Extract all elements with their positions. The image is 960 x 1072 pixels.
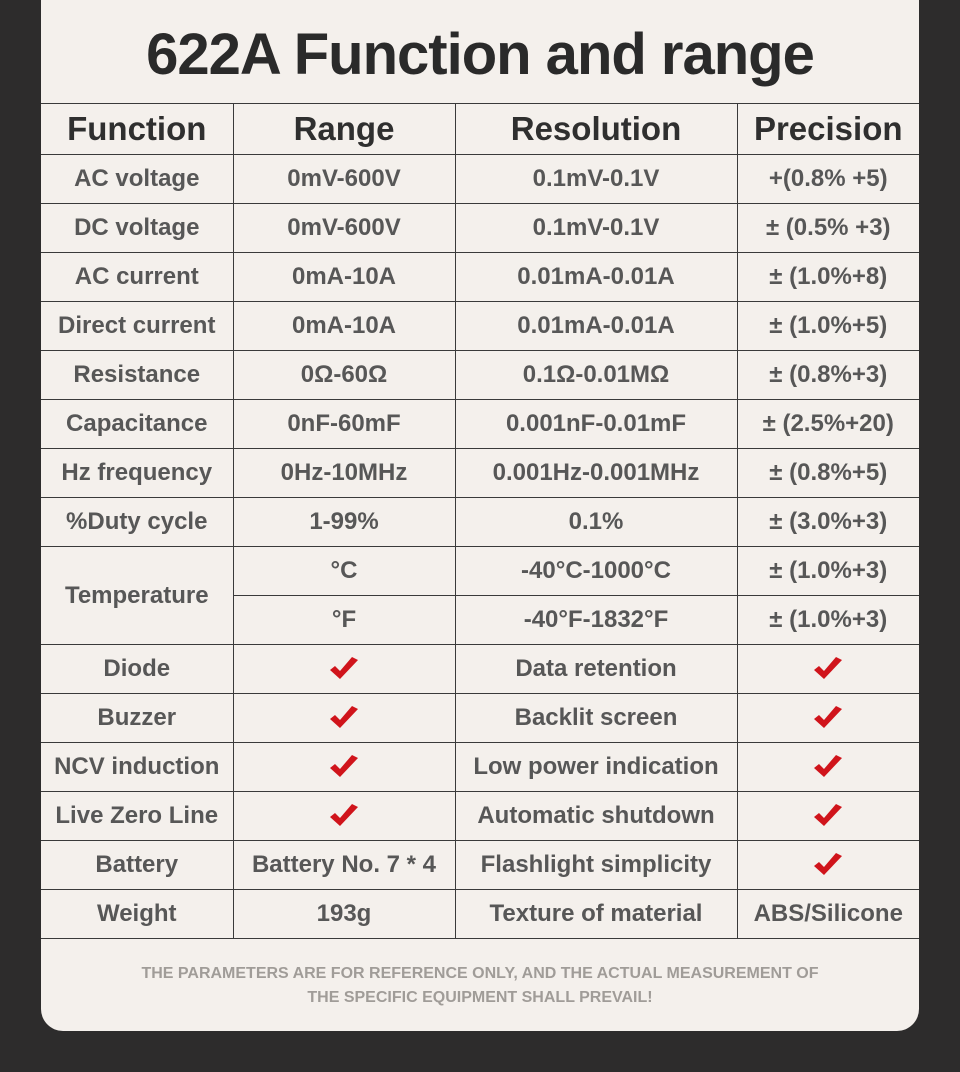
function-cell: AC voltage: [41, 154, 234, 204]
range-cell: 0nF-60mF: [232, 399, 456, 449]
feature-check-cell: [232, 644, 456, 694]
disclaimer-note: THE PARAMETERS ARE FOR REFERENCE ONLY, A…: [71, 962, 889, 1010]
feature-label: NCV induction: [41, 742, 234, 792]
check-icon: [330, 803, 358, 826]
weight-value: 193g: [232, 889, 456, 939]
function-cell: Resistance: [41, 350, 234, 400]
check-icon: [814, 656, 843, 679]
table-row: Direct current 0mA-10A 0.01mA-0.01A ± (1…: [41, 301, 919, 351]
resolution-cell: -40°F-1832°F: [454, 595, 738, 645]
precision-cell: ± (1.0%+3): [736, 595, 919, 645]
check-icon: [814, 754, 843, 777]
disclaimer-line: THE SPECIFIC EQUIPMENT SHALL PREVAIL!: [307, 989, 653, 1006]
range-cell: °C: [232, 546, 456, 596]
spec-card: 622A Function and range Function Range R…: [41, 0, 919, 1031]
feature-check-cell: [232, 742, 456, 792]
feature-row: Live Zero Line Automatic shutdown: [41, 791, 919, 841]
check-icon: [814, 705, 843, 728]
feature-label: Low power indication: [454, 742, 738, 792]
check-icon: [814, 852, 843, 875]
resolution-cell: 0.1%: [454, 497, 738, 547]
function-cell-temperature: Temperature: [41, 546, 234, 645]
precision-cell: ± (1.0%+3): [736, 546, 919, 596]
battery-label: Battery: [41, 840, 234, 890]
table-row: DC voltage 0mV-600V 0.1mV-0.1V ± (0.5% +…: [41, 203, 919, 253]
resolution-cell: 0.1Ω-0.01MΩ: [454, 350, 738, 400]
weight-label: Weight: [41, 889, 234, 939]
range-cell: °F: [233, 595, 456, 645]
feature-check-cell: [736, 791, 919, 841]
feature-label: Backlit screen: [454, 693, 738, 743]
resolution-cell: 0.1mV-0.1V: [454, 203, 738, 253]
table-row-temperature-celsius: Temperature °C -40°C-1000°C ± (1.0%+3): [41, 546, 919, 645]
disclaimer-line: THE PARAMETERS ARE FOR REFERENCE ONLY, A…: [141, 965, 819, 982]
function-cell: Hz frequency: [41, 448, 234, 498]
table-row: Resistance 0Ω-60Ω 0.1Ω-0.01MΩ ± (0.8%+3): [41, 350, 919, 400]
feature-check-cell: [736, 693, 919, 743]
precision-cell: ± (3.0%+3): [736, 497, 919, 547]
spec-table: Function Range Resolution Precision AC v…: [41, 103, 919, 939]
feature-check-cell: [232, 693, 456, 743]
battery-value: Battery No. 7 * 4: [232, 840, 456, 890]
resolution-cell: 0.01mA-0.01A: [454, 252, 738, 302]
table-header-row: Function Range Resolution Precision: [41, 103, 919, 155]
feature-check-cell: [736, 840, 919, 890]
resolution-cell: 0.001Hz-0.001MHz: [454, 448, 738, 498]
feature-check-cell: [736, 742, 919, 792]
weight-row: Weight 193g Texture of material ABS/Sili…: [41, 889, 919, 939]
function-cell: %Duty cycle: [41, 497, 234, 547]
material-label: Texture of material: [454, 889, 738, 939]
function-cell: Direct current: [41, 301, 234, 351]
check-icon: [330, 656, 358, 679]
battery-row: Battery Battery No. 7 * 4 Flashlight sim…: [41, 840, 919, 890]
resolution-cell: -40°C-1000°C: [454, 546, 738, 596]
check-icon: [330, 705, 358, 728]
feature-check-cell: [232, 791, 456, 841]
precision-cell: +(0.8% +5): [736, 154, 919, 204]
feature-check-cell: [736, 644, 919, 694]
header-range: Range: [232, 103, 456, 155]
precision-cell: ± (1.0%+5): [736, 301, 919, 351]
function-cell: Capacitance: [41, 399, 234, 449]
header-function: Function: [41, 103, 234, 155]
table-row: Capacitance 0nF-60mF 0.001nF-0.01mF ± (2…: [41, 399, 919, 449]
range-cell: 0Ω-60Ω: [232, 350, 456, 400]
range-cell: 0Hz-10MHz: [232, 448, 456, 498]
precision-cell: ± (0.5% +3): [736, 203, 919, 253]
header-precision: Precision: [736, 103, 919, 155]
range-cell: 1-99%: [232, 497, 456, 547]
feature-label: Diode: [41, 644, 234, 694]
feature-label: Data retention: [454, 644, 738, 694]
resolution-cell: 0.001nF-0.01mF: [454, 399, 738, 449]
feature-row: Diode Data retention: [41, 644, 919, 694]
table-row-temperature-fahrenheit: °F -40°F-1832°F ± (1.0%+3): [41, 595, 919, 645]
feature-label: Buzzer: [41, 693, 234, 743]
resolution-cell: 0.1mV-0.1V: [454, 154, 738, 204]
check-icon: [330, 754, 358, 777]
precision-cell: ± (2.5%+20): [736, 399, 919, 449]
function-cell: AC current: [41, 252, 234, 302]
table-row: %Duty cycle 1-99% 0.1% ± (3.0%+3): [41, 497, 919, 547]
function-cell: DC voltage: [41, 203, 234, 253]
range-cell: 0mA-10A: [232, 301, 456, 351]
precision-cell: ± (0.8%+3): [736, 350, 919, 400]
feature-label: Flashlight simplicity: [454, 840, 738, 890]
page-title: 622A Function and range: [146, 22, 815, 87]
feature-label: Automatic shutdown: [454, 791, 738, 841]
table-row: Hz frequency 0Hz-10MHz 0.001Hz-0.001MHz …: [41, 448, 919, 498]
range-cell: 0mV-600V: [232, 154, 456, 204]
table-row: AC current 0mA-10A 0.01mA-0.01A ± (1.0%+…: [41, 252, 919, 302]
resolution-cell: 0.01mA-0.01A: [454, 301, 738, 351]
range-cell: 0mA-10A: [232, 252, 456, 302]
material-value: ABS/Silicone: [736, 889, 919, 939]
check-icon: [814, 803, 843, 826]
range-cell: 0mV-600V: [232, 203, 456, 253]
precision-cell: ± (1.0%+8): [736, 252, 919, 302]
header-resolution: Resolution: [454, 103, 738, 155]
feature-row: Buzzer Backlit screen: [41, 693, 919, 743]
precision-cell: ± (0.8%+5): [736, 448, 919, 498]
feature-row: NCV induction Low power indication: [41, 742, 919, 792]
feature-label: Live Zero Line: [41, 791, 234, 841]
table-row: AC voltage 0mV-600V 0.1mV-0.1V +(0.8% +5…: [41, 154, 919, 204]
